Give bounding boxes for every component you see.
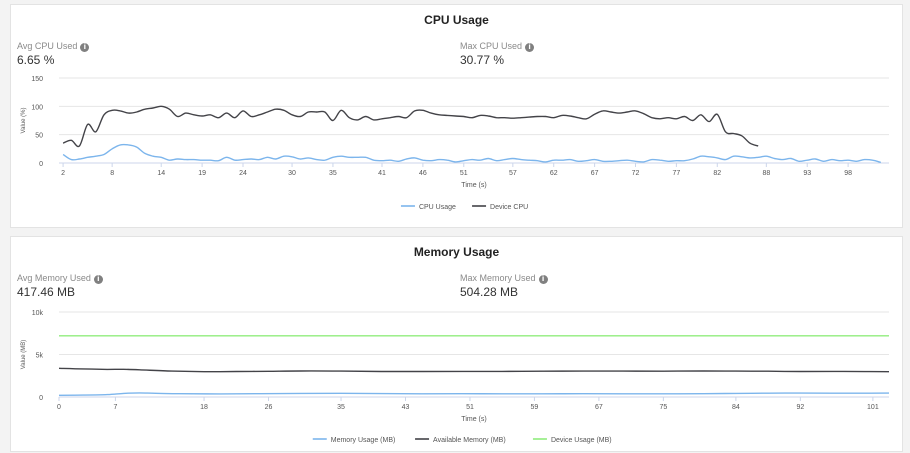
avg-memory-value: 417.46 MB: [17, 285, 76, 299]
memory-x-tick-label: 59: [531, 404, 539, 411]
cpu-x-tick-label: 82: [713, 170, 721, 177]
memory-x-tick-label: 0: [57, 404, 61, 411]
max-cpu-value: 30.77 %: [460, 53, 505, 67]
cpu-x-tick-label: 14: [157, 170, 165, 177]
cpu-x-tick-label: 51: [460, 170, 468, 177]
memory-y-tick-label: 5k: [36, 353, 44, 360]
cpu-series-cpu-usage-line: [62, 143, 881, 164]
memory-x-tick-label: 51: [466, 404, 474, 411]
cpu-x-tick-label: 24: [239, 170, 247, 177]
max-memory-label-text: Max Memory Used: [460, 273, 536, 283]
cpu-x-tick-label: 35: [329, 170, 337, 177]
cpu-legend-item: CPU Usage: [419, 204, 456, 211]
cpu-x-tick-label: 77: [672, 170, 680, 177]
info-icon[interactable]: i: [80, 43, 90, 52]
cpu-panel-title: CPU Usage: [424, 13, 489, 27]
max-cpu-label-text: Max CPU Used: [460, 41, 523, 51]
max-memory-label: Max Memory Used i: [460, 273, 548, 284]
memory-x-tick-label: 7: [113, 404, 117, 411]
memory-panel-title: Memory Usage: [413, 245, 500, 259]
cpu-x-tick-label: 93: [803, 170, 811, 177]
cpu-x-tick-label: 72: [632, 170, 640, 177]
memory-x-tick-label: 75: [659, 404, 667, 411]
memory-legend-item: Available Memory (MB): [433, 437, 506, 444]
memory-y-tick-label: 0: [39, 395, 43, 402]
memory-x-tick-label: 18: [200, 404, 208, 411]
avg-cpu-value: 6.65 %: [17, 53, 55, 67]
memory-x-tick-label: 43: [402, 404, 410, 411]
info-icon[interactable]: i: [538, 275, 548, 284]
max-cpu-label: Max CPU Used i: [460, 41, 535, 52]
avg-cpu-label-text: Avg CPU Used: [17, 41, 78, 51]
memory-legend-item: Device Usage (MB): [551, 437, 612, 444]
cpu-x-tick-label: 8: [110, 170, 114, 177]
cpu-y-tick-label: 150: [31, 76, 43, 83]
cpu-series-device-cpu-line: [62, 105, 759, 148]
cpu-x-tick-label: 62: [550, 170, 558, 177]
avg-memory-label: Avg Memory Used i: [17, 273, 103, 284]
memory-y-tick-label: 10k: [32, 310, 44, 317]
memory-usage-panel: Memory Usage Avg Memory Used i 417.46 MB …: [10, 236, 903, 452]
cpu-usage-chart: 0 50 100 150 2 8 14 19 24 30 35 41 46 51 57 62 67 72 77 82 8…: [21, 76, 889, 211]
cpu-y-tick-label: 100: [31, 104, 43, 111]
cpu-y-axis-title: Value (%): [21, 108, 27, 134]
cpu-x-tick-label: 67: [591, 170, 599, 177]
cpu-x-tick-label: 57: [509, 170, 517, 177]
memory-x-tick-label: 101: [867, 404, 879, 411]
memory-x-axis-title: Time (s): [461, 416, 486, 423]
memory-x-tick-label: 67: [595, 404, 603, 411]
cpu-x-tick-label: 2: [61, 170, 65, 177]
memory-x-tick-label: 35: [337, 404, 345, 411]
memory-x-tick-label: 26: [265, 404, 273, 411]
cpu-x-tick-label: 30: [288, 170, 296, 177]
avg-memory-label-text: Avg Memory Used: [17, 273, 91, 283]
cpu-x-tick-label: 46: [419, 170, 427, 177]
cpu-x-tick-label: 98: [844, 170, 852, 177]
info-icon[interactable]: i: [525, 43, 535, 52]
cpu-usage-panel: CPU Usage Avg CPU Used i 6.65 % Max CPU U…: [10, 4, 903, 228]
cpu-x-tick-label: 19: [198, 170, 206, 177]
memory-x-tick-label: 92: [796, 404, 804, 411]
memory-y-axis-title: Value (MB): [21, 340, 27, 370]
info-icon[interactable]: i: [93, 275, 103, 284]
memory-series-memory-usage-mb-line: [58, 392, 890, 396]
cpu-x-tick-label: 41: [378, 170, 386, 177]
max-memory-value: 504.28 MB: [460, 285, 519, 299]
cpu-y-tick-label: 50: [35, 133, 43, 140]
memory-usage-chart: 0 5k 10k 0 7 18 26 35 43 51 59 67 75 84 92 101 Time (s) V…: [21, 310, 890, 444]
memory-x-tick-label: 84: [732, 404, 740, 411]
cpu-legend-item: Device CPU: [490, 204, 528, 211]
avg-cpu-label: Avg CPU Used i: [17, 41, 90, 52]
cpu-y-tick-label: 0: [39, 161, 43, 168]
memory-legend-item: Memory Usage (MB): [331, 437, 396, 444]
cpu-x-tick-label: 88: [762, 170, 770, 177]
memory-series-available-memory-mb-line: [58, 367, 890, 373]
cpu-x-axis-title: Time (s): [461, 182, 486, 189]
